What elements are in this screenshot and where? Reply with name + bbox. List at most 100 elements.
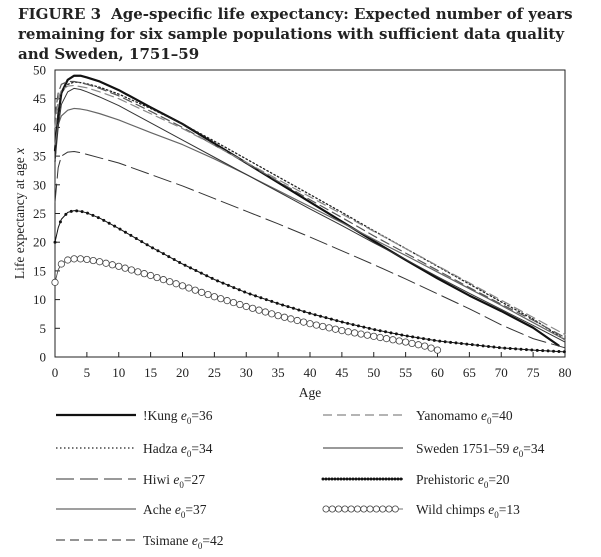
y-tick-label-10: 10 [33, 292, 46, 307]
x-tick-label-45: 45 [335, 365, 348, 380]
legend-marker-chimps [372, 505, 380, 513]
series-prehistoric-marker [53, 240, 57, 244]
series-prehistoric-marker [281, 303, 285, 307]
legend-marker-prehistoric [333, 477, 337, 481]
series-prehistoric-marker [167, 255, 171, 259]
legend-marker-prehistoric [339, 477, 343, 481]
legend-item-kung: !Kung e0=36 [56, 408, 213, 426]
series-prehistoric-marker [129, 233, 133, 237]
legend-marker-prehistoric [348, 477, 352, 481]
chart-axes: 0 5 10 15 20 25 30 35 40 45 50 55 60 65 70 75 80 0 5 10 15 20… [12, 63, 572, 401]
series-prehistoric-marker [313, 313, 317, 317]
x-tick-label-70: 70 [495, 365, 508, 380]
series-hiwi-line [54, 151, 566, 349]
legend-marker-prehistoric [381, 477, 385, 481]
series-prehistoric-marker [465, 342, 469, 346]
series-prehistoric-marker [275, 301, 279, 305]
legend-e0-ache: =37 [185, 502, 206, 517]
figure-caption: Age-specific life expectancy: Expected n… [18, 5, 573, 63]
x-axis-label: Age [299, 385, 322, 400]
series-chimps-marker [312, 321, 320, 329]
series-prehistoric-marker [145, 243, 149, 247]
series-chimps-marker [121, 264, 129, 272]
series-prehistoric-marker [113, 224, 117, 228]
series-hiwi [54, 151, 566, 349]
series-chimps-marker [70, 255, 78, 263]
series-chimps-marker [280, 313, 289, 321]
legend-subscript-sweden: 0 [519, 449, 524, 459]
series-chimps-marker [147, 271, 155, 280]
series-prehistoric-marker [91, 213, 95, 217]
series-prehistoric-marker [438, 339, 442, 343]
series-prehistoric-marker [243, 290, 247, 294]
legend-name-sweden: Sweden 1751–59 [416, 441, 513, 456]
x-tick-label-65: 65 [463, 365, 476, 380]
series-prehistoric-marker [205, 274, 209, 278]
series-prehistoric-marker [102, 218, 106, 222]
legend-e-chimps: e [488, 502, 494, 517]
series-chimps-marker [351, 329, 359, 337]
legend-marker-prehistoric [330, 477, 334, 481]
legend-marker-chimps [353, 505, 361, 513]
legend-marker-prehistoric [351, 477, 355, 481]
legend-label-hiwi: Hiwi e0=27 [143, 472, 205, 490]
series-prehistoric-marker [432, 338, 436, 342]
legend-marker-chimps [335, 505, 343, 513]
legend-label-prehistoric: Prehistoric e0=20 [416, 472, 510, 490]
series-chimps-marker [83, 255, 91, 264]
series-chimps-marker [76, 255, 85, 263]
legend-e-ache: e [175, 502, 181, 517]
legend-marker-prehistoric [342, 477, 346, 481]
x-tick-label-5: 5 [84, 365, 91, 380]
legend-e-hiwi: e [173, 472, 179, 487]
series-prehistoric-marker [291, 306, 295, 310]
legend-marker-chimps [347, 505, 355, 513]
series-chimps-marker [198, 288, 206, 296]
series-prehistoric-marker [443, 340, 447, 344]
x-tick-label-50: 50 [367, 365, 380, 380]
legend-e0-hadza: =34 [191, 441, 212, 456]
series-prehistoric-marker [80, 210, 84, 214]
series-prehistoric-marker [96, 216, 100, 220]
series-chimps-marker [102, 259, 110, 267]
series-chimps-marker [344, 328, 352, 336]
series-prehistoric-marker [253, 294, 257, 298]
series-prehistoric-marker [58, 220, 62, 224]
legend-subscript-ache: 0 [181, 510, 186, 520]
series-chimps-marker [115, 262, 123, 270]
legend-e-yanomamo: e [481, 408, 487, 423]
legend-marker-prehistoric [321, 477, 325, 481]
legend-marker-prehistoric [324, 477, 328, 481]
legend-subscript-hiwi: 0 [179, 480, 184, 490]
legend-subscript-chimps: 0 [494, 510, 499, 520]
series-prehistoric-marker [373, 328, 377, 332]
series-prehistoric-marker [356, 324, 360, 328]
legend-e0-yanomamo: =40 [492, 408, 513, 423]
legend-e0-chimps: =13 [499, 502, 520, 517]
legend-marker-prehistoric [384, 477, 388, 481]
legend-marker-chimps [379, 505, 387, 513]
legend-name-prehistoric: Prehistoric [416, 472, 478, 487]
series-chimps-marker [300, 318, 308, 326]
x-tick-label-40: 40 [304, 365, 317, 380]
figure-title: FIGURE 3 Age-specific life expectancy: Ex… [18, 4, 593, 64]
series-chimps-marker [421, 342, 429, 350]
series-prehistoric-marker [405, 334, 409, 338]
legend-subscript-tsimane: 0 [198, 541, 203, 551]
series-prehistoric-marker [470, 343, 474, 347]
series-prehistoric-marker [487, 344, 490, 348]
series-prehistoric-marker [172, 258, 176, 262]
series-chimps-marker [249, 304, 257, 312]
series-chimps-marker [166, 278, 174, 286]
series-prehistoric-marker [416, 336, 420, 340]
series-prehistoric-marker [297, 308, 301, 312]
legend-marker-prehistoric [399, 477, 403, 481]
legend-name-hadza: Hadza [143, 441, 181, 456]
legend-e-kung: e [181, 408, 187, 423]
series-chimps-marker [185, 284, 193, 292]
y-tick-label-40: 40 [33, 120, 46, 135]
series-prehistoric-marker [519, 347, 523, 351]
legend-item-yanomamo: Yanomamo e0=40 [323, 408, 513, 426]
